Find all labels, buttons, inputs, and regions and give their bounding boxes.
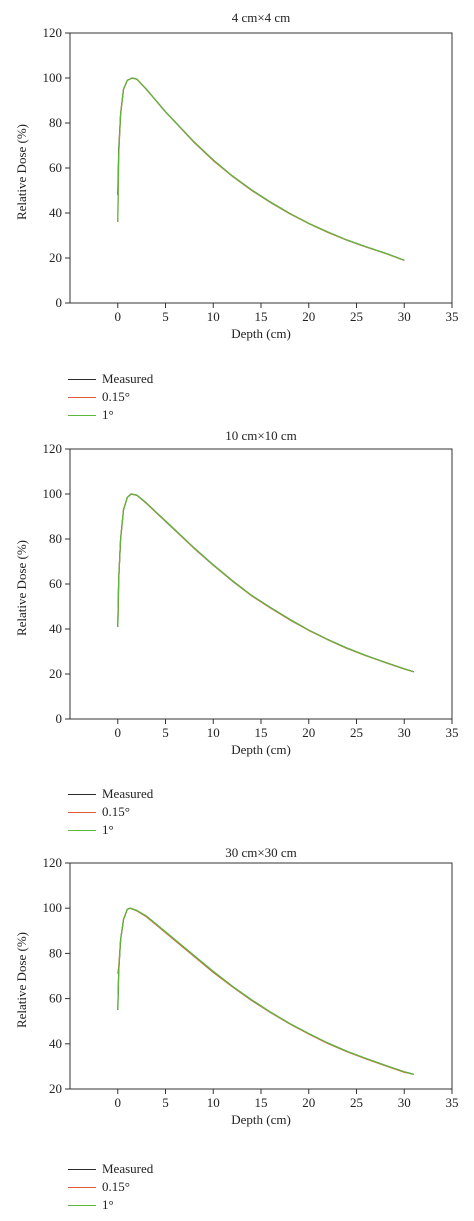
x-tick-label: 5: [162, 725, 169, 740]
chart-panel-10x10: 10 cm×10 cm 0 5 10 15 20 25 30 35 0 20 40 60 80 100 120…: [0, 420, 474, 840]
legend-swatch-1-deg: [68, 1204, 96, 1206]
y-axis-label: Relative Dose (%): [14, 540, 29, 636]
legend-item-0-15-deg: 0.15°: [68, 388, 153, 406]
x-tick-label: 15: [255, 309, 268, 324]
x-tick-label: 30: [398, 725, 411, 740]
y-tick-label: 40: [49, 205, 62, 220]
y-tick-label: 40: [49, 1036, 62, 1051]
y-axis-label: Relative Dose (%): [14, 124, 29, 220]
series-line-0-15-deg: [117, 493, 414, 673]
x-tick-label: 35: [446, 725, 459, 740]
y-tick-label: 20: [49, 1081, 62, 1096]
chart-svg-4x4: 4 cm×4 cm 0 5 10 15 20 25 30 35 0 20 40 60 80 100 120 De…: [14, 10, 459, 341]
chart-title: 10 cm×10 cm: [225, 428, 297, 443]
x-tick-label: 15: [255, 1095, 268, 1110]
y-tick-label: 60: [49, 991, 62, 1006]
x-axis-label: Depth (cm): [231, 1112, 291, 1127]
y-tick-label: 60: [49, 160, 62, 175]
x-tick-label: 30: [398, 1095, 411, 1110]
y-tick-label: 120: [43, 855, 63, 870]
x-tick-label: 5: [162, 309, 169, 324]
plot-frame: [69, 448, 453, 720]
x-tick-label: 25: [350, 725, 363, 740]
x-tick-label: 0: [115, 725, 122, 740]
x-tick-label: 20: [302, 309, 315, 324]
x-tick-label: 0: [115, 1095, 122, 1110]
x-tick-label: 10: [207, 309, 220, 324]
chart-svg-30x30: 30 cm×30 cm 0 5 10 15 20 25 30 35 20 40 60 80 100 120 D…: [14, 845, 459, 1127]
chart-panel-30x30: 30 cm×30 cm 0 5 10 15 20 25 30 35 20 40 60 80 100 120 D…: [0, 836, 474, 1221]
series-line-1-deg: [117, 77, 405, 261]
x-tick-label: 20: [302, 1095, 315, 1110]
chart-svg-10x10: 10 cm×10 cm 0 5 10 15 20 25 30 35 0 20 40 60 80 100 120…: [14, 428, 459, 757]
x-tick-label: 5: [162, 1095, 169, 1110]
legend-label-0-15-deg: 0.15°: [102, 1179, 130, 1194]
x-axis-label: Depth (cm): [231, 326, 291, 341]
x-tick-label: 35: [446, 1095, 459, 1110]
y-tick-label: 120: [43, 25, 63, 40]
y-tick-label: 40: [49, 621, 62, 636]
legend-10x10: Measured 0.15° 1°: [68, 785, 153, 839]
x-tick-label: 20: [302, 725, 315, 740]
legend-label-0-15-deg: 0.15°: [102, 804, 130, 819]
legend-swatch-1-deg: [68, 414, 96, 416]
y-tick-label: 100: [43, 70, 63, 85]
series-line-measured: [117, 493, 414, 673]
y-tick-label: 20: [49, 666, 62, 681]
legend-item-measured: Measured: [68, 370, 153, 388]
x-axis-label: Depth (cm): [231, 742, 291, 757]
legend-label-0-15-deg: 0.15°: [102, 389, 130, 404]
legend-item-measured: Measured: [68, 785, 153, 803]
y-tick-label: 80: [49, 115, 62, 130]
chart-title: 30 cm×30 cm: [225, 845, 297, 860]
legend-swatch-0-15-deg: [68, 396, 96, 398]
legend-item-0-15-deg: 0.15°: [68, 1178, 153, 1196]
legend-label-1-deg: 1°: [102, 407, 114, 422]
y-axis-label: Relative Dose (%): [14, 932, 29, 1028]
legend-item-measured: Measured: [68, 1160, 153, 1178]
x-tick-label: 25: [350, 1095, 363, 1110]
x-tick-label: 15: [255, 725, 268, 740]
legend-label-measured: Measured: [102, 786, 154, 801]
legend-30x30: Measured 0.15° 1°: [68, 1160, 153, 1214]
x-tick-label: 30: [398, 309, 411, 324]
x-tick-label: 25: [350, 309, 363, 324]
legend-swatch-measured: [68, 378, 96, 380]
series-line-measured: [117, 907, 414, 1075]
legend-item-1-deg: 1°: [68, 1196, 153, 1214]
y-tick-label: 0: [56, 711, 63, 726]
legend-label-1-deg: 1°: [102, 1197, 114, 1212]
chart-panel-4x4: 4 cm×4 cm 0 5 10 15 20 25 30 35 0 20 40 60 80 100 120 De…: [0, 0, 474, 422]
y-tick-label: 60: [49, 576, 62, 591]
x-tick-label: 35: [446, 309, 459, 324]
legend-swatch-measured: [68, 793, 96, 795]
legend-4x4: Measured 0.15° 1°: [68, 370, 153, 424]
y-tick-label: 80: [49, 945, 62, 960]
y-tick-label: 0: [56, 295, 63, 310]
legend-label-measured: Measured: [102, 1161, 154, 1176]
y-tick-label: 100: [43, 486, 63, 501]
y-tick-label: 120: [43, 441, 63, 456]
y-tick-label: 80: [49, 531, 62, 546]
legend-swatch-measured: [68, 1168, 96, 1170]
chart-title: 4 cm×4 cm: [232, 10, 291, 25]
x-tick-label: 0: [115, 309, 122, 324]
series-line-1-deg: [117, 493, 414, 673]
series-line-0-15-deg: [117, 907, 414, 1075]
legend-item-0-15-deg: 0.15°: [68, 803, 153, 821]
legend-swatch-0-15-deg: [68, 811, 96, 813]
legend-item-1-deg: 1°: [68, 821, 153, 839]
x-tick-label: 10: [207, 1095, 220, 1110]
legend-item-1-deg: 1°: [68, 406, 153, 424]
plot-frame: [69, 862, 453, 1090]
legend-swatch-0-15-deg: [68, 1186, 96, 1188]
y-tick-label: 20: [49, 250, 62, 265]
legend-label-measured: Measured: [102, 371, 154, 386]
y-tick-label: 100: [43, 900, 63, 915]
legend-swatch-1-deg: [68, 829, 96, 831]
legend-label-1-deg: 1°: [102, 822, 114, 837]
x-tick-label: 10: [207, 725, 220, 740]
series-line-1-deg: [117, 907, 414, 1075]
plot-frame: [69, 32, 453, 304]
